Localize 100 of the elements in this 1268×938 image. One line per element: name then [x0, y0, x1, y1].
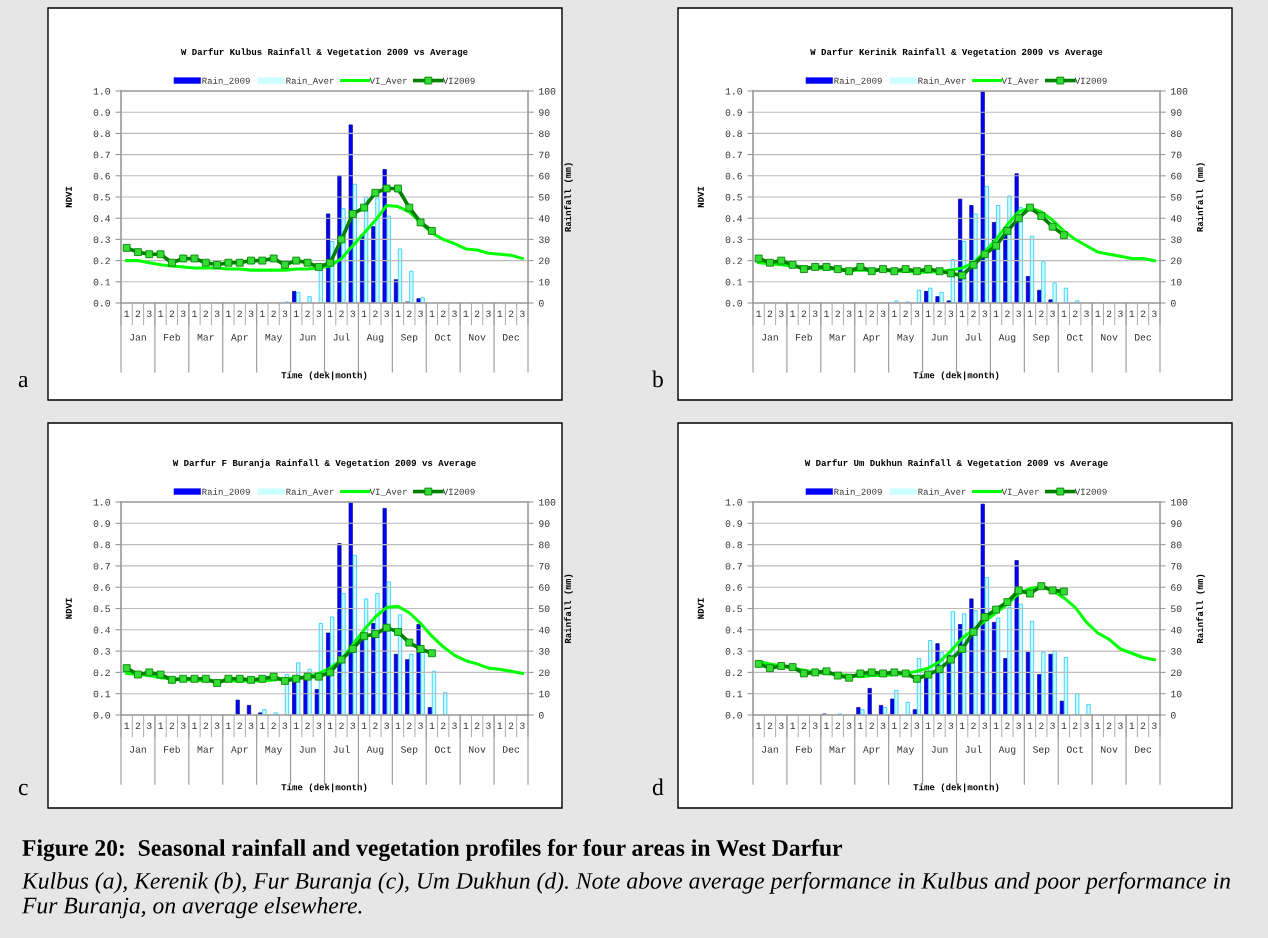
text: Apr — [862, 334, 880, 343]
legend-label: VI2009 — [1074, 77, 1107, 84]
text: Mar — [197, 746, 214, 753]
x-tick-label: 1 — [226, 722, 231, 729]
text: Mar — [829, 334, 846, 341]
y2-axis-title: Rainfall (mm) — [1196, 574, 1205, 644]
y2-tick-label: 80 — [539, 130, 550, 138]
text: Oct — [1066, 746, 1083, 753]
y-tick-label: 0.8 — [93, 130, 110, 138]
y-tick-label: 0.5 — [93, 605, 110, 613]
y-tick-label: 0.0 — [725, 300, 742, 307]
x-tick-label: 1 — [260, 722, 265, 729]
y2-tick-label: 20 — [1171, 669, 1182, 677]
x-tick-label: 3 — [778, 310, 784, 318]
x-tick-label: 2 — [440, 310, 446, 317]
text: Aug — [366, 334, 384, 343]
y-tick-label: 0.3 — [93, 236, 110, 244]
legend-label: Rain_Aver — [918, 488, 966, 496]
x-tick-label: 2 — [237, 310, 242, 317]
y2-tick-label: 100 — [539, 88, 556, 95]
y-tick-label: 0.0 — [93, 300, 110, 307]
text: Nov — [469, 746, 486, 753]
x-tick-label: 3 — [248, 722, 254, 730]
x-tick-label: 3 — [486, 722, 491, 730]
x-tick-label: 3 — [350, 722, 356, 730]
x-tick-label: 3 — [146, 310, 152, 318]
y2-tick-label: 20 — [1171, 257, 1182, 265]
x-tick-label: 3 — [418, 310, 423, 318]
x-tick-label: 1 — [124, 310, 130, 317]
x-tick-label: 3 — [846, 722, 852, 730]
x-tick-label: 1 — [756, 722, 762, 729]
text: Feb — [796, 745, 812, 753]
text: Aug — [366, 746, 384, 755]
x-tick-label: 2 — [474, 722, 480, 729]
x-tick-label: 3 — [1118, 310, 1123, 318]
legend-label: Rain_Aver — [918, 77, 966, 85]
x-tick-label: 3 — [948, 722, 954, 730]
text: Feb — [164, 333, 180, 341]
legend-label: VI_Aver — [369, 488, 407, 496]
x-tick-label: 2 — [474, 310, 480, 317]
y-tick-label: 0.8 — [93, 541, 110, 549]
x-tick-label: 3 — [248, 310, 254, 318]
y-tick-label: 0.9 — [725, 520, 742, 527]
y2-tick-label: 100 — [1171, 499, 1188, 506]
x-tick-label: 3 — [452, 722, 457, 730]
x-tick-label: 1 — [993, 722, 999, 729]
x-tick-label: 2 — [407, 310, 412, 317]
x-tick-label: 1 — [463, 722, 469, 729]
x-tick-label: 2 — [1005, 722, 1010, 729]
x-tick-label: 2 — [1039, 722, 1044, 729]
x-tick-label: 3 — [846, 310, 852, 318]
y-tick-label: 0.1 — [725, 690, 743, 698]
legend-label: Rain_2009 — [834, 77, 882, 85]
y2-tick-label: 70 — [539, 562, 550, 570]
x-tick-label: 1 — [790, 722, 796, 729]
y-tick-label: 0.7 — [725, 151, 742, 159]
x-tick-label: 2 — [203, 310, 209, 317]
x-tick-label: 1 — [327, 310, 333, 317]
x-tick-label: 1 — [327, 722, 333, 729]
x-tick-label: 2 — [767, 310, 773, 317]
legend-label: VI_Aver — [1001, 488, 1039, 496]
x-tick-label: 2 — [903, 310, 908, 317]
y-tick-label: 0.2 — [725, 257, 742, 265]
y2-tick-label: 70 — [1171, 562, 1182, 570]
x-tick-label: 2 — [339, 310, 344, 317]
y-tick-label: 0.0 — [93, 712, 110, 719]
x-tick-label: 2 — [937, 722, 942, 729]
legend-label: VI2009 — [442, 77, 475, 84]
text: Jan — [130, 746, 146, 753]
y2-tick-label: 20 — [539, 669, 550, 677]
y-tick-label: 0.7 — [93, 562, 110, 570]
y2-tick-label: 10 — [539, 278, 550, 286]
y2-axis-title: Rainfall (mm) — [564, 574, 573, 644]
x-tick-label: 2 — [373, 310, 378, 317]
y2-tick-label: 50 — [1171, 194, 1182, 201]
y-tick-label: 0.6 — [725, 584, 742, 591]
legend-label: Rain_2009 — [202, 77, 250, 85]
x-tick-label: 2 — [508, 722, 514, 729]
text: Feb — [796, 333, 812, 341]
x-tick-label: 3 — [812, 722, 818, 730]
y-axis-title: NDVI — [697, 598, 704, 619]
text: Jan — [762, 746, 778, 753]
text: Nov — [1101, 746, 1118, 753]
text: May — [265, 334, 283, 343]
y-tick-label: 0.9 — [93, 109, 110, 116]
x-tick-label: 3 — [282, 722, 288, 730]
y2-tick-label: 10 — [1171, 690, 1182, 698]
x-tick-label: 2 — [508, 310, 514, 317]
x-tick-label: 3 — [1050, 722, 1055, 730]
y-tick-label: 0.2 — [93, 257, 110, 265]
y2-tick-label: 40 — [538, 215, 550, 222]
text: Sep — [1032, 333, 1050, 343]
text: Oct — [434, 746, 451, 753]
y2-tick-label: 60 — [1171, 172, 1182, 180]
x-tick-label: 1 — [1095, 722, 1101, 729]
legend-label: VI_Aver — [1001, 77, 1039, 85]
text: Jun — [931, 746, 948, 753]
x-axis-title: Time (dek|month) — [913, 783, 999, 793]
x-tick-label: 2 — [1005, 310, 1010, 317]
y-tick-label: 0.4 — [93, 215, 111, 222]
